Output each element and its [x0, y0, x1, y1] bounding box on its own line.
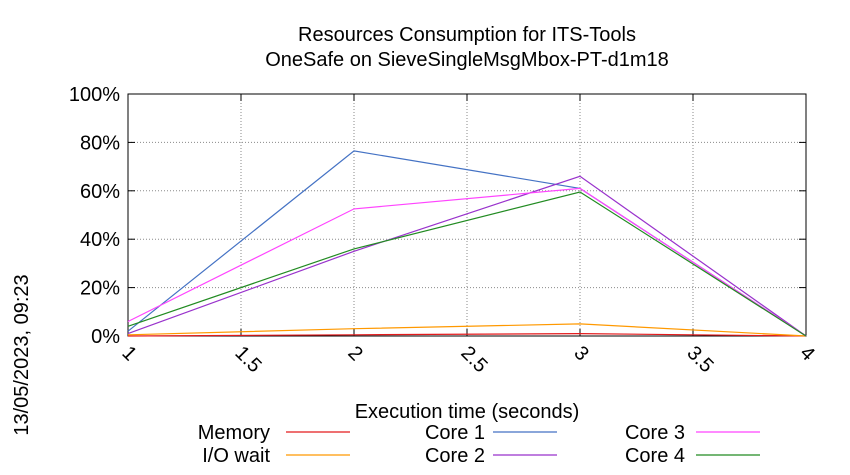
x-tick-label: 2.5 [456, 342, 491, 377]
plot-frame [127, 93, 807, 337]
x-tick-label: 4 [795, 342, 818, 365]
x-tick-label: 1 [117, 342, 140, 365]
y-tick-label: 100% [69, 84, 120, 106]
legend-label-i-o-wait: I/O wait [202, 445, 270, 467]
grid [127, 93, 807, 337]
x-tick-label: 1.5 [230, 342, 265, 377]
legend-label-core-4: Core 4 [625, 445, 685, 467]
x-tick-label: 2 [343, 342, 366, 365]
series-line-core-2 [127, 175, 807, 337]
series-line-core-4 [127, 191, 807, 337]
chart-subtitle: OneSafe on SieveSingleMsgMbox-PT-d1m18 [265, 49, 669, 71]
series-line-core-3 [127, 187, 807, 337]
legend-label-memory: Memory [198, 422, 270, 444]
y-tick-label: 80% [80, 132, 120, 154]
y-tick-label: 40% [80, 229, 120, 251]
timestamp-label: 13/05/2023, 09:23 [11, 274, 33, 435]
x-axis-label: Execution time (seconds) [355, 401, 580, 423]
legend-label-core-1: Core 1 [425, 422, 485, 444]
legend-label-core-2: Core 2 [425, 445, 485, 467]
y-tick-label: 20% [80, 278, 120, 300]
legend-label-core-3: Core 3 [625, 422, 685, 444]
series-lines [127, 150, 807, 337]
series-line-memory [127, 332, 807, 337]
y-tick-label: 0% [91, 326, 120, 348]
x-tick-label: 3.5 [682, 342, 717, 377]
series-line-i-o-wait [127, 323, 807, 337]
y-tick-label: 60% [80, 181, 120, 203]
x-tick-label: 3 [569, 342, 592, 365]
chart-title: Resources Consumption for ITS-Tools [298, 24, 636, 46]
